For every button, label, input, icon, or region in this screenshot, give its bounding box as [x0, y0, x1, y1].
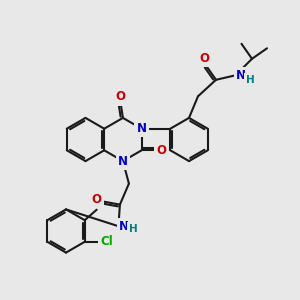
Text: N: N — [119, 220, 129, 233]
Text: Cl: Cl — [100, 235, 113, 248]
Text: O: O — [199, 52, 209, 65]
Text: H: H — [246, 75, 255, 85]
Text: O: O — [116, 90, 125, 104]
Text: N: N — [136, 122, 147, 135]
Text: H: H — [129, 224, 138, 234]
Text: N: N — [236, 69, 246, 82]
Text: O: O — [156, 144, 166, 157]
Text: O: O — [92, 193, 102, 206]
Text: N: N — [118, 154, 128, 168]
